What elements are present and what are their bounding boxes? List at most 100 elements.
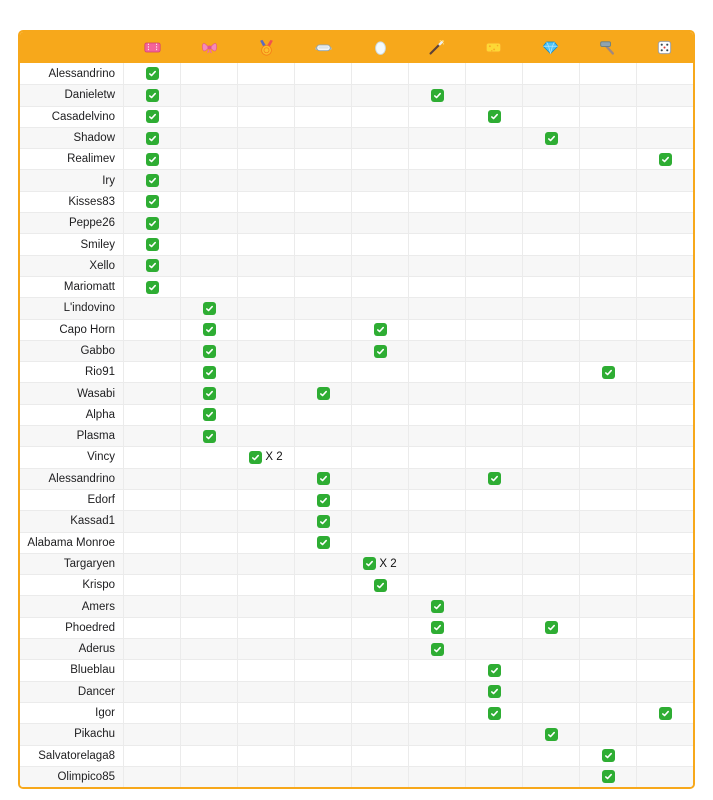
checkmark-icon <box>487 110 501 124</box>
checkmark-icon <box>202 323 216 337</box>
check-cell <box>181 766 238 788</box>
check-cell <box>637 511 693 531</box>
player-name: Capo Horn <box>20 319 124 340</box>
check-cell <box>523 319 580 340</box>
check-cell <box>466 511 523 532</box>
player-name: Plasma <box>20 426 124 447</box>
player-name: Alessandrino <box>20 468 124 489</box>
check-cell <box>295 213 352 234</box>
check-cell <box>352 255 409 276</box>
hammer-icon <box>579 32 636 63</box>
check-cell <box>466 596 523 617</box>
check-cell <box>124 383 181 404</box>
check-cell <box>409 702 466 724</box>
check-cell <box>409 383 466 404</box>
checkmark-icon <box>544 621 558 635</box>
check-cell <box>637 170 693 190</box>
check-cell <box>637 256 693 276</box>
check-cell <box>466 383 523 404</box>
check-cell <box>523 298 580 319</box>
check-cell <box>466 681 523 702</box>
check-cell <box>466 149 523 170</box>
check-cell <box>352 234 409 255</box>
check-cell <box>124 298 181 319</box>
checkmark-icon <box>487 706 501 720</box>
check-cell <box>124 234 181 255</box>
check-cell <box>295 596 352 617</box>
check-cell <box>409 255 466 276</box>
check-cell <box>124 362 181 383</box>
table-row: Dancer <box>20 680 693 702</box>
check-cell <box>181 681 238 702</box>
check-cell <box>637 277 693 297</box>
check-cell <box>295 468 352 489</box>
table-row: Realimev <box>20 148 693 170</box>
table-row: Shadow <box>20 126 693 149</box>
check-cell <box>409 426 466 447</box>
check-cell <box>181 617 238 639</box>
check-cell <box>580 511 637 532</box>
name-column-header <box>20 32 124 63</box>
check-cell <box>124 660 181 681</box>
check-cell <box>352 149 409 170</box>
checkmark-icon <box>145 88 159 102</box>
check-cell <box>523 511 580 532</box>
check-cell <box>523 617 580 639</box>
checkmark-icon <box>487 685 501 699</box>
checkmark-icon <box>316 387 330 401</box>
check-cell <box>409 234 466 255</box>
player-name: Edorf <box>20 489 124 511</box>
check-cell <box>352 383 409 404</box>
player-name: Dancer <box>20 681 124 702</box>
check-cell <box>181 639 238 660</box>
checkmark-icon <box>658 152 672 166</box>
check-cell <box>352 362 409 383</box>
checkmark-icon <box>316 472 330 486</box>
check-cell <box>124 191 181 213</box>
check-cell <box>466 127 523 149</box>
check-cell <box>295 724 352 745</box>
check-cell <box>466 617 523 639</box>
check-cell <box>238 383 295 404</box>
checkmark-icon <box>363 557 377 571</box>
check-cell <box>580 553 637 575</box>
check-cell <box>124 702 181 724</box>
check-cell <box>352 170 409 191</box>
check-cell <box>238 298 295 319</box>
check-cell <box>124 468 181 489</box>
check-cell <box>295 702 352 724</box>
checkmark-icon <box>202 365 216 379</box>
check-cell <box>124 213 181 234</box>
check-cell <box>238 489 295 511</box>
check-cell <box>181 234 238 255</box>
player-name: Pikachu <box>20 724 124 745</box>
ticket-icon <box>124 32 181 63</box>
check-cell <box>409 511 466 532</box>
check-cell <box>523 255 580 276</box>
check-cell <box>352 85 409 106</box>
check-cell <box>409 745 466 766</box>
check-cell <box>124 532 181 553</box>
player-name: Xello <box>20 255 124 276</box>
check-cell <box>580 468 637 489</box>
check-cell <box>124 276 181 298</box>
check-cell <box>124 617 181 639</box>
check-cell <box>181 511 238 532</box>
check-cell <box>466 426 523 447</box>
check-cell <box>637 362 693 382</box>
check-cell <box>523 660 580 681</box>
table-row: Kisses83 <box>20 190 693 213</box>
check-cell <box>352 127 409 149</box>
checkmark-icon <box>145 259 159 273</box>
check-cell <box>238 85 295 106</box>
check-cell <box>523 85 580 106</box>
check-cell <box>124 447 181 468</box>
check-cell <box>295 511 352 532</box>
check-cell <box>124 85 181 106</box>
check-cell <box>637 469 693 489</box>
check-cell <box>295 255 352 276</box>
check-cell <box>523 276 580 298</box>
check-cell <box>352 276 409 298</box>
check-cell <box>580 702 637 724</box>
multiplier-label: X 2 <box>379 557 397 570</box>
